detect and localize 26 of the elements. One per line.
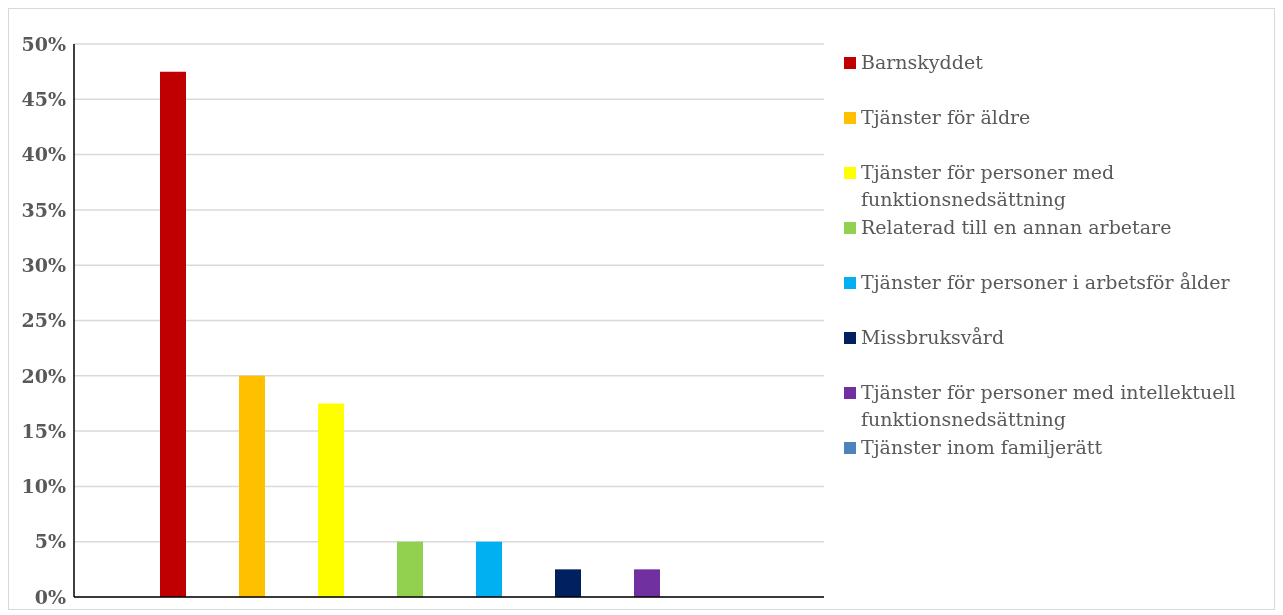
y-tick-label: 20% <box>21 364 66 387</box>
y-tick-label: 15% <box>21 419 66 442</box>
legend-label: Missbruksvård <box>861 325 1006 350</box>
bar <box>634 569 660 597</box>
y-tick-label: 40% <box>21 143 66 166</box>
y-tick-label: 10% <box>21 475 66 498</box>
y-tick-label: 30% <box>21 253 66 276</box>
y-tick-label: 25% <box>21 309 66 332</box>
legend-label: Tjänster för personer i arbetsför ålder <box>861 270 1231 295</box>
legend-label: Relaterad till en annan arbetare <box>861 215 1173 240</box>
bar <box>160 71 186 597</box>
legend-label: Tjänster för personer med intellektuell funktionsnedsättning <box>861 380 1237 432</box>
bar <box>555 569 581 597</box>
y-tick-label: 0% <box>34 585 66 608</box>
y-tick-label: 5% <box>34 530 66 553</box>
legend-label: Barnskyddet <box>861 50 984 75</box>
legend-label: Tjänster inom familjerätt <box>861 435 1104 460</box>
y-tick-label: 50% <box>21 32 66 55</box>
y-tick-label: 45% <box>21 88 66 111</box>
bar <box>239 375 265 597</box>
bar <box>318 403 344 597</box>
bar <box>397 541 423 597</box>
bar <box>476 541 502 597</box>
legend-label: Tjänster för äldre <box>861 105 1032 130</box>
legend-label: Tjänster för personer med funktionsnedsättning <box>861 160 1116 212</box>
y-tick-label: 35% <box>21 198 66 221</box>
